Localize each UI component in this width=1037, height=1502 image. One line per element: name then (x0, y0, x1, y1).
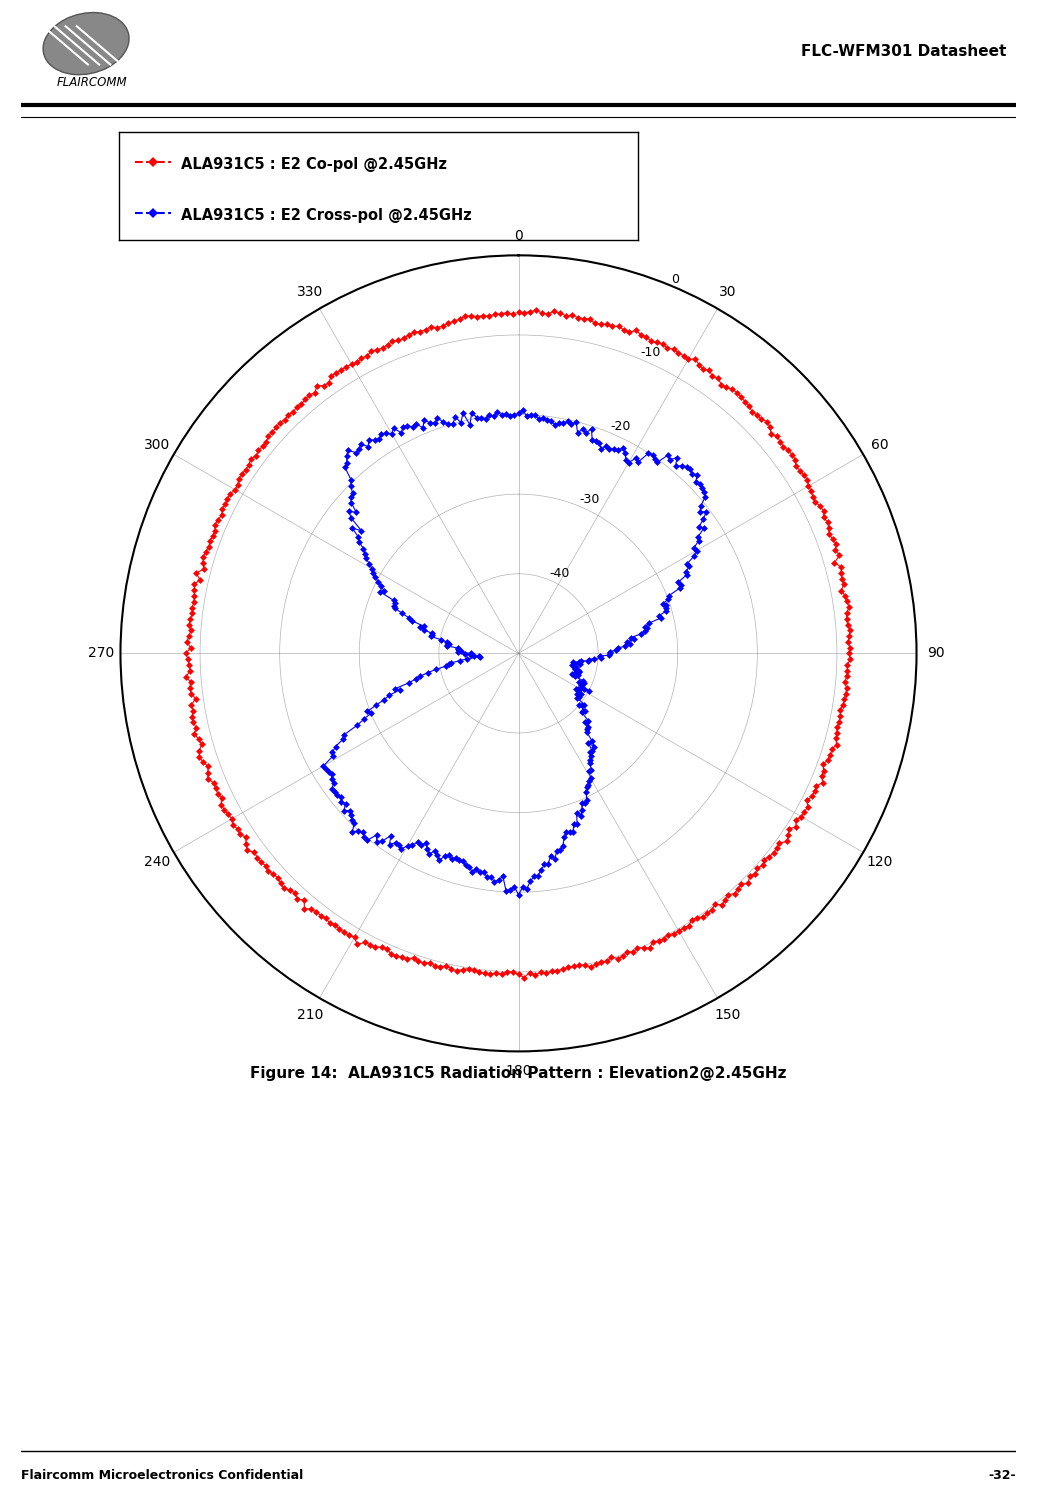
Text: -32-: -32- (988, 1469, 1016, 1482)
Text: ALA931C5 : E2 Cross-pol @2.45GHz: ALA931C5 : E2 Cross-pol @2.45GHz (181, 207, 472, 222)
Text: FLC-WFM301 Datasheet: FLC-WFM301 Datasheet (801, 44, 1006, 59)
Text: Flaircomm Microelectronics Confidential: Flaircomm Microelectronics Confidential (21, 1469, 303, 1482)
Ellipse shape (44, 12, 129, 75)
Text: Figure 14:  ALA931C5 Radiation Pattern : Elevation2@2.45GHz: Figure 14: ALA931C5 Radiation Pattern : … (250, 1066, 787, 1081)
Text: FLAIRCOMM: FLAIRCOMM (56, 77, 127, 89)
Text: ALA931C5 : E2 Co-pol @2.45GHz: ALA931C5 : E2 Co-pol @2.45GHz (181, 158, 448, 173)
